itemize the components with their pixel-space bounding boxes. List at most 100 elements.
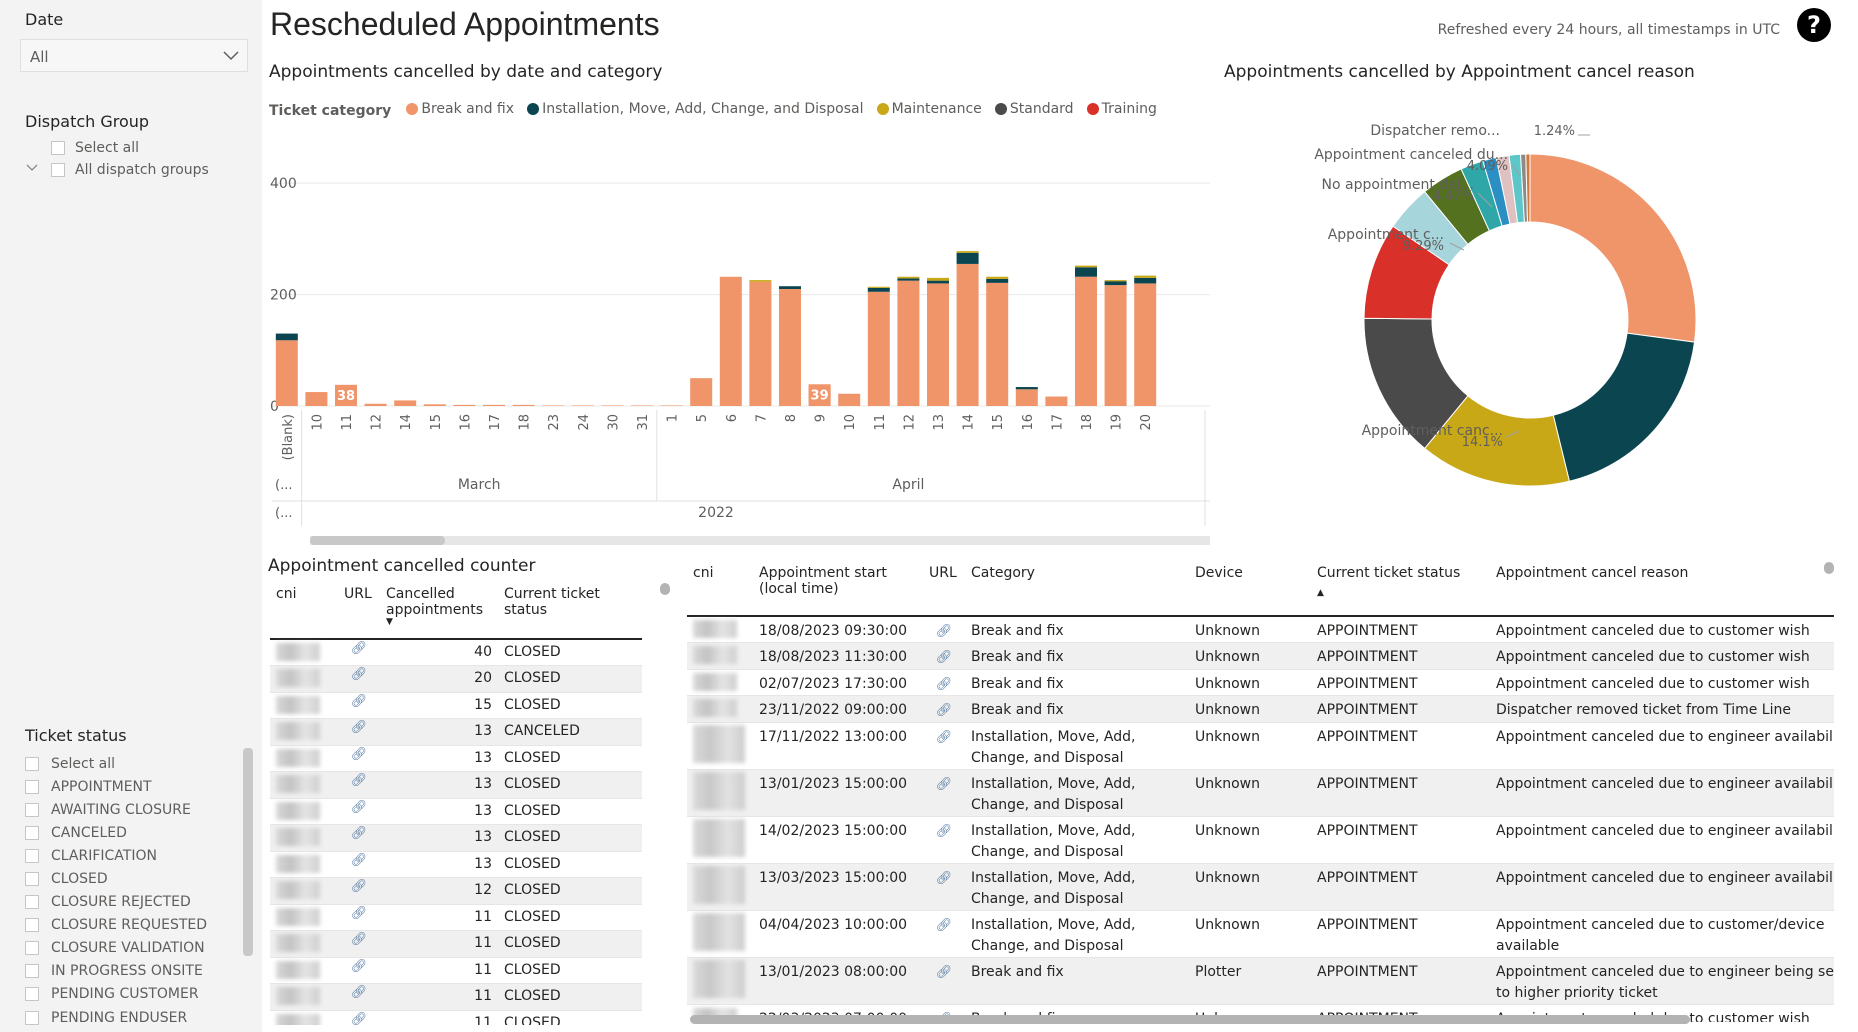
url-cell[interactable]: 🔗︎ [338,904,380,931]
url-cell[interactable]: 🔗︎ [923,695,965,723]
link-icon[interactable]: 🔗︎ [935,703,953,718]
url-cell[interactable]: 🔗︎ [923,669,965,696]
link-icon[interactable]: 🔗︎ [350,826,368,841]
link-icon[interactable]: 🔗︎ [935,823,953,839]
checkbox[interactable] [25,756,39,771]
url-cell[interactable]: 🔗︎ [338,718,380,746]
table-row[interactable]: 18/08/2023 11:30:00 🔗︎ Break and fix Unknow… [687,642,1834,670]
status-option[interactable]: CLOSED [0,867,245,890]
checkbox[interactable] [25,825,39,840]
status-option[interactable]: CLOSURE REQUESTED [0,914,245,937]
url-cell[interactable]: 🔗︎ [338,798,380,825]
link-icon[interactable]: 🔗︎ [350,720,368,735]
link-icon[interactable]: 🔗︎ [350,641,368,656]
table-row[interactable]: 🔗︎ 12 CLOSED [270,877,642,905]
link-icon[interactable]: 🔗︎ [935,676,953,692]
link-icon[interactable]: 🔗︎ [350,799,368,815]
checkbox[interactable] [51,163,65,177]
chevron-expand-icon[interactable] [26,164,38,172]
table-row[interactable]: 13/01/2023 08:00:00 🔗︎ Break and fix Plotte… [687,957,1834,1005]
url-cell[interactable]: 🔗︎ [923,642,965,670]
column-header-start[interactable]: Appointment start (local time) [753,562,923,617]
ticket-status-scrollbar[interactable] [243,748,253,956]
link-icon[interactable]: 🔗︎ [935,729,953,745]
link-icon[interactable]: 🔗︎ [935,870,953,886]
url-cell[interactable]: 🔗︎ [923,616,965,643]
donut-slice[interactable] [1525,153,1531,223]
table-row[interactable]: 17/11/2022 13:00:00 🔗︎ Installation, Move,… [687,722,1834,770]
url-cell[interactable]: 🔗︎ [338,1010,380,1025]
checkbox[interactable] [25,987,39,1002]
table-row[interactable]: 🔗︎ 11 CLOSED [270,904,642,931]
detail-table-hscrollbar[interactable] [690,1015,1690,1024]
table-row[interactable]: 🔗︎ 13 CLOSED [270,771,642,799]
table-row[interactable]: 🔗︎ 13 CLOSED [270,851,642,878]
column-header-status[interactable]: Current ticket status ▲ [1311,562,1490,617]
column-header-cni[interactable]: cni [687,562,753,617]
table-row[interactable]: 🔗︎ 11 CLOSED [270,957,642,984]
url-cell[interactable]: 🔗︎ [923,957,965,1005]
checkbox[interactable] [25,918,39,933]
donut-slice[interactable] [1552,332,1696,482]
status-option[interactable]: CANCELED [0,821,245,844]
link-icon[interactable]: 🔗︎ [350,667,368,682]
link-icon[interactable]: 🔗︎ [350,1011,368,1026]
url-cell[interactable]: 🔗︎ [338,851,380,878]
date-dropdown[interactable]: All [20,39,248,72]
table-row[interactable]: 🔗︎ 13 CLOSED [270,745,642,772]
link-icon[interactable]: 🔗︎ [350,932,368,947]
checkbox[interactable] [25,1010,39,1025]
url-cell[interactable]: 🔗︎ [923,722,965,770]
status-option[interactable]: CLOSURE REJECTED [0,891,245,914]
checkbox[interactable] [25,802,39,817]
table-row[interactable]: 13/01/2023 15:00:00 🔗︎ Installation, Move,… [687,769,1834,817]
url-cell[interactable]: 🔗︎ [923,863,965,911]
link-icon[interactable]: 🔗︎ [350,905,368,921]
table-row[interactable]: 18/08/2023 09:30:00 🔗︎ Break and fix Unknow… [687,616,1834,643]
table-row[interactable]: 🔗︎ 13 CANCELED [270,718,642,746]
legend-item-training[interactable]: Training [1086,101,1157,117]
url-cell[interactable]: 🔗︎ [923,910,965,958]
checkbox[interactable] [25,779,39,794]
table-row[interactable]: 🔗︎ 15 CLOSED [270,692,642,719]
table-row[interactable]: 🔗︎ 11 CLOSED [270,930,642,958]
link-icon[interactable]: 🔗︎ [350,879,368,894]
table-row[interactable]: 🔗︎ 13 CLOSED [270,824,642,852]
table-row[interactable]: 🔗︎ 11 CLOSED [270,983,642,1011]
table-row[interactable]: 02/07/2023 17:30:00 🔗︎ Break and fix Unknow… [687,669,1834,696]
url-cell[interactable]: 🔗︎ [338,930,380,958]
link-icon[interactable]: 🔗︎ [935,917,953,933]
donut-slice[interactable] [1529,153,1697,343]
link-icon[interactable]: 🔗︎ [935,964,953,980]
link-icon[interactable]: 🔗︎ [350,852,368,868]
link-icon[interactable]: 🔗︎ [935,624,953,639]
bar-chart-scrollbar-thumb[interactable] [310,536,445,545]
url-cell[interactable]: 🔗︎ [923,769,965,817]
table-row[interactable]: 🔗︎ 13 CLOSED [270,798,642,825]
link-icon[interactable]: 🔗︎ [935,650,953,665]
table-row[interactable]: 04/04/2023 10:00:00 🔗︎ Installation, Move,… [687,910,1834,958]
help-icon[interactable]: ? [1797,8,1831,42]
url-cell[interactable]: 🔗︎ [923,816,965,864]
link-icon[interactable]: 🔗︎ [935,776,953,792]
table-row[interactable]: 🔗︎ 40 CLOSED [270,639,642,666]
column-header-cni[interactable]: cni [270,583,338,640]
url-cell[interactable]: 🔗︎ [338,877,380,905]
status-option[interactable]: CLOSURE VALIDATION [0,937,245,960]
url-cell[interactable]: 🔗︎ [338,745,380,772]
url-cell[interactable]: 🔗︎ [338,639,380,666]
checkbox[interactable] [25,895,39,910]
status-option[interactable]: IN PROGRESS ONSITE [0,960,245,983]
link-icon[interactable]: 🔗︎ [350,985,368,1000]
legend-item-standard[interactable]: Standard [994,101,1074,117]
counter-table-scrollbar[interactable] [660,583,670,595]
legend-item-break-fix[interactable]: Break and fix [406,101,514,117]
url-cell[interactable]: 🔗︎ [338,957,380,984]
status-option[interactable]: PENDING CUSTOMER [0,983,245,1006]
checkbox[interactable] [25,848,39,863]
checkbox[interactable] [25,964,39,979]
table-row[interactable]: 14/02/2023 15:00:00 🔗︎ Installation, Move,… [687,816,1834,864]
checkbox[interactable] [51,141,65,155]
table-row[interactable]: 13/03/2023 15:00:00 🔗︎ Installation, Move,… [687,863,1834,911]
column-header-device[interactable]: Device [1189,562,1311,617]
